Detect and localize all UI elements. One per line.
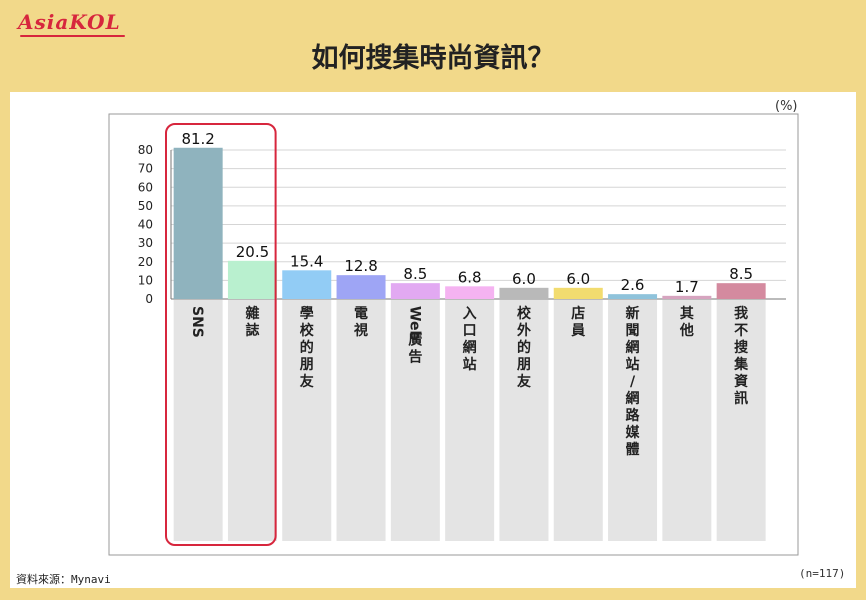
bar [608, 294, 658, 299]
value-label: 8.5 [729, 265, 753, 283]
value-label: 1.7 [675, 278, 699, 296]
value-label: 12.8 [344, 257, 377, 275]
unit-label: (%) [775, 99, 798, 114]
bar [445, 286, 495, 299]
category-label: 校外的朋友 [516, 305, 532, 390]
category-label: 入口網站 [463, 306, 477, 373]
y-tick-label: 20 [138, 255, 153, 269]
category-background [390, 300, 440, 541]
category-label: 學校的朋友 [299, 306, 315, 390]
y-tick-label: 0 [145, 292, 153, 306]
value-label: 2.6 [621, 276, 645, 294]
category-label: 我不搜集資訊 [733, 306, 749, 407]
category-background [282, 300, 332, 541]
value-label: 8.5 [403, 265, 427, 283]
category-label: 店員 [570, 305, 585, 339]
bar [282, 270, 332, 299]
category-label: 廣告 [408, 332, 422, 366]
value-label: 6.8 [458, 268, 482, 286]
bar [553, 287, 603, 299]
category-label-latin: Web [406, 306, 422, 340]
bar [662, 295, 712, 299]
category-background [716, 300, 766, 541]
bar [227, 260, 277, 299]
value-label: 15.4 [290, 252, 323, 270]
page-title: 如何搜集時尚資訊？ [311, 43, 555, 74]
category-label-latin: SNS [189, 306, 205, 338]
source-note: 資料來源：Mynavi [16, 573, 111, 586]
y-tick-label: 40 [138, 218, 153, 232]
y-tick-label: 80 [138, 143, 153, 157]
category-background [553, 300, 603, 541]
category-background [336, 300, 386, 541]
plot-frame [108, 113, 799, 556]
category-background [227, 300, 277, 541]
y-tick-label: 60 [138, 180, 153, 194]
category-background [662, 300, 712, 541]
category-background [499, 300, 549, 541]
value-label: 20.5 [236, 243, 269, 261]
highlight-box [165, 123, 277, 546]
category-label: 雜誌 [245, 305, 259, 339]
value-label: 6.0 [512, 270, 536, 288]
value-label: 81.2 [181, 130, 214, 148]
y-tick-label: 70 [138, 162, 153, 176]
category-background [608, 300, 658, 541]
bar [390, 283, 440, 299]
y-tick-label: 10 [138, 273, 153, 287]
bar [336, 275, 386, 299]
y-tick-label: 50 [138, 199, 153, 213]
value-label: 6.0 [566, 270, 590, 288]
category-label: 其他 [679, 306, 694, 339]
bar [173, 147, 223, 299]
sample-size-label: (n=117) [799, 567, 846, 580]
y-tick-label: 30 [138, 236, 153, 250]
category-background [445, 300, 495, 541]
category-label: 電視 [353, 305, 368, 339]
category-background [173, 300, 223, 541]
asiakol-logo: AsiaKOL [18, 10, 125, 37]
category-label: 新聞網站/網路媒體 [625, 305, 641, 458]
bar [716, 283, 766, 299]
bar [499, 287, 549, 299]
